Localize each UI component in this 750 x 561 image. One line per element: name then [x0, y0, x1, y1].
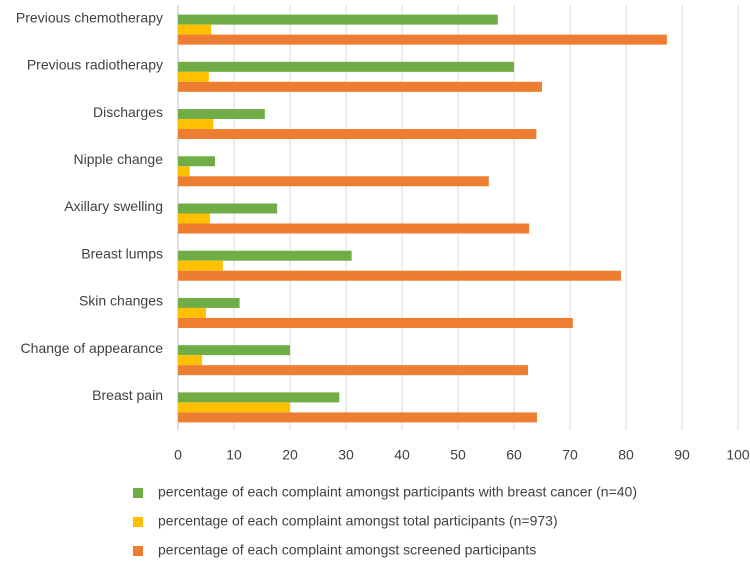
bar: [178, 355, 203, 366]
bar: [178, 71, 209, 82]
legend-label: percentage of each complaint amongst par…: [158, 484, 637, 500]
bar: [178, 317, 573, 328]
bar: [178, 166, 190, 177]
bar: [178, 260, 223, 271]
bar: [178, 203, 278, 214]
x-tick-label: 70: [562, 447, 578, 463]
legend-label: percentage of each complaint amongst tot…: [158, 513, 558, 529]
x-tick-label: 30: [338, 447, 354, 463]
legend-swatch: [133, 517, 143, 527]
bar: [178, 213, 210, 224]
y-tick-label: Change of appearance: [21, 340, 164, 356]
y-tick-label: Nipple change: [73, 151, 163, 167]
bar: [178, 307, 206, 318]
x-tick-label: 50: [450, 447, 466, 463]
legend-swatch: [133, 546, 143, 556]
x-tick-label: 60: [506, 447, 522, 463]
bar: [178, 34, 667, 45]
y-tick-label: Previous chemotherapy: [16, 9, 163, 25]
bar: [178, 156, 215, 167]
bar: [178, 176, 489, 187]
x-tick-label: 80: [618, 447, 634, 463]
y-tick-label: Axillary swelling: [64, 198, 163, 214]
y-tick-label: Discharges: [93, 104, 163, 120]
x-tick-label: 90: [674, 447, 690, 463]
bar: [178, 119, 214, 130]
bar: [178, 223, 530, 234]
bar: [178, 14, 498, 25]
x-tick-label: 0: [174, 447, 182, 463]
bar: [178, 250, 352, 261]
legend-swatch: [133, 488, 143, 498]
bar: [178, 412, 537, 423]
bar: [178, 129, 537, 140]
bar: [178, 402, 290, 413]
bar: [178, 81, 542, 92]
bar: [178, 61, 514, 72]
bar: [178, 365, 528, 376]
legend-label: percentage of each complaint amongst scr…: [158, 542, 536, 558]
bar: [178, 392, 340, 403]
y-tick-label: Breast lumps: [81, 245, 163, 261]
x-tick-label: 40: [394, 447, 410, 463]
x-tick-label: 10: [226, 447, 242, 463]
bar: [178, 109, 265, 120]
y-tick-label: Skin changes: [79, 293, 163, 309]
x-tick-label: 100: [726, 447, 750, 463]
y-tick-label: Previous radiotherapy: [27, 57, 163, 73]
x-tick-label: 20: [282, 447, 298, 463]
bar: [178, 297, 240, 308]
bar: [178, 24, 212, 35]
y-tick-label: Breast pain: [92, 387, 163, 403]
bar: [178, 270, 621, 281]
bar: [178, 345, 290, 356]
